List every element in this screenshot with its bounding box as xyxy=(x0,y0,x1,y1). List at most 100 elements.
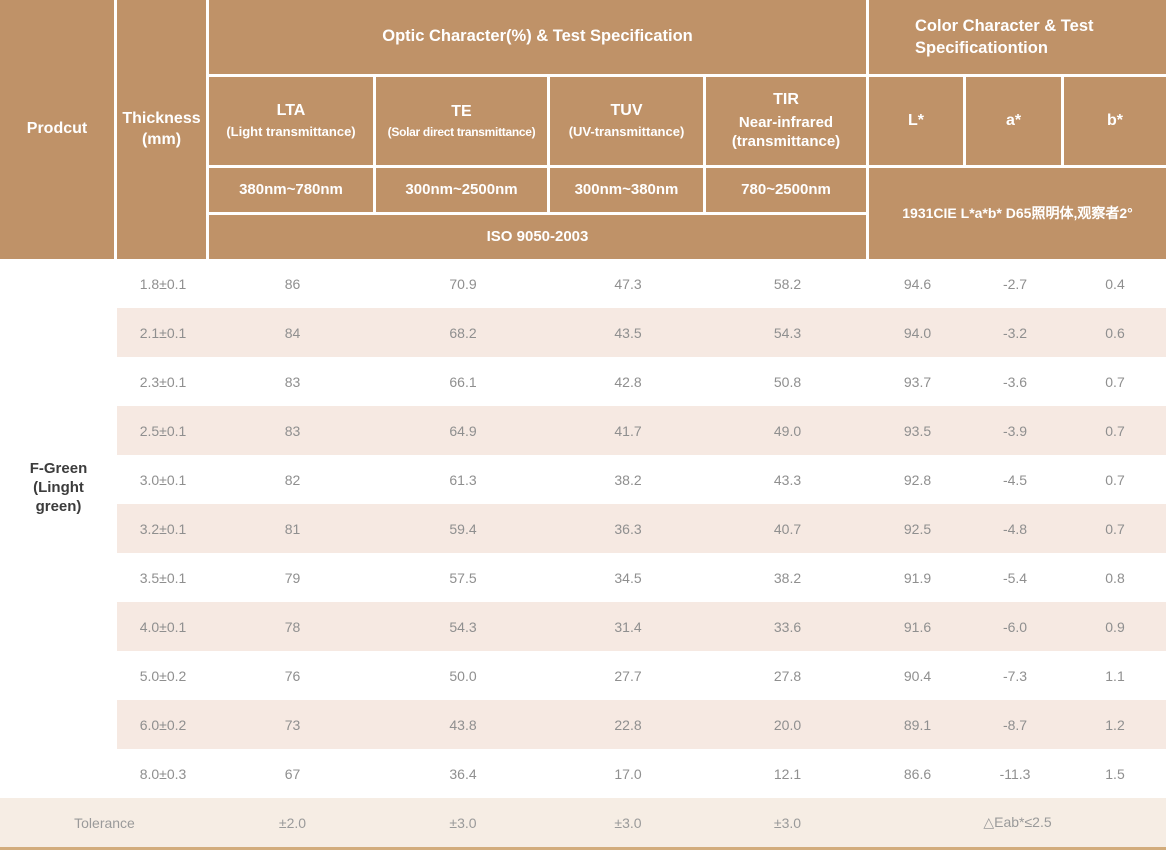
table-cell: 67 xyxy=(209,749,376,798)
product-name: F-Green (Linght green) xyxy=(0,259,117,798)
table-cell: -7.3 xyxy=(966,651,1064,700)
thickness-column-header: Thickness (mm) xyxy=(117,0,209,259)
table-cell: 1.8±0.1 xyxy=(117,259,209,308)
wavelength-range-tir: 780~2500nm xyxy=(706,168,869,215)
table-cell: 59.4 xyxy=(376,504,550,553)
table-cell: 83 xyxy=(209,357,376,406)
table-cell: 0.7 xyxy=(1064,455,1166,504)
table-cell: 0.7 xyxy=(1064,357,1166,406)
table-cell: 2.1±0.1 xyxy=(117,308,209,357)
table-cell: 57.5 xyxy=(376,553,550,602)
table-cell: -5.4 xyxy=(966,553,1064,602)
table-cell: 82 xyxy=(209,455,376,504)
table-cell: 50.0 xyxy=(376,651,550,700)
table-cell: 34.5 xyxy=(550,553,706,602)
table-cell: 76 xyxy=(209,651,376,700)
table-cell: -3.2 xyxy=(966,308,1064,357)
table-cell: -4.8 xyxy=(966,504,1064,553)
table-cell: 58.2 xyxy=(706,259,869,308)
table-cell: 93.5 xyxy=(869,406,966,455)
tolerance-value-tuv: ±3.0 xyxy=(550,798,706,847)
product-column-header: Prodcut xyxy=(0,0,117,259)
table-cell: 0.7 xyxy=(1064,504,1166,553)
table-cell: 64.9 xyxy=(376,406,550,455)
table-cell: 43.8 xyxy=(376,700,550,749)
table-cell: 36.3 xyxy=(550,504,706,553)
column-header-bstar: b* xyxy=(1064,77,1166,168)
column-header-lstar: L* xyxy=(869,77,966,168)
table-cell: -4.5 xyxy=(966,455,1064,504)
table-cell: 3.2±0.1 xyxy=(117,504,209,553)
table-cell: 1.1 xyxy=(1064,651,1166,700)
table-cell: 2.5±0.1 xyxy=(117,406,209,455)
optic-group-header: Optic Character(%) & Test Specification xyxy=(209,0,869,77)
table-cell: 90.4 xyxy=(869,651,966,700)
column-header-astar: a* xyxy=(966,77,1064,168)
wavelength-range-lta: 380nm~780nm xyxy=(209,168,376,215)
table-cell: 91.9 xyxy=(869,553,966,602)
tolerance-value-te: ±3.0 xyxy=(376,798,550,847)
table-cell: 2.3±0.1 xyxy=(117,357,209,406)
lta-subtitle: (Light transmittance) xyxy=(226,123,356,139)
wavelength-range-tuv: 300nm~380nm xyxy=(550,168,706,215)
table-cell: -3.6 xyxy=(966,357,1064,406)
table-cell: 81 xyxy=(209,504,376,553)
table-cell: 40.7 xyxy=(706,504,869,553)
table-cell: 54.3 xyxy=(376,602,550,651)
iso-standard: ISO 9050-2003 xyxy=(209,215,869,259)
table-cell: -6.0 xyxy=(966,602,1064,651)
table-cell: 83 xyxy=(209,406,376,455)
table-cell: 84 xyxy=(209,308,376,357)
table-cell: 68.2 xyxy=(376,308,550,357)
table-cell: 38.2 xyxy=(706,553,869,602)
table-cell: 66.1 xyxy=(376,357,550,406)
tolerance-value-lta: ±2.0 xyxy=(209,798,376,847)
table-cell: 8.0±0.3 xyxy=(117,749,209,798)
te-subtitle: (Solar direct transmittance) xyxy=(387,124,536,139)
table-cell: 89.1 xyxy=(869,700,966,749)
table-cell: 0.6 xyxy=(1064,308,1166,357)
table-cell: -3.9 xyxy=(966,406,1064,455)
tolerance-value-tir: ±3.0 xyxy=(706,798,869,847)
table-cell: 86.6 xyxy=(869,749,966,798)
table-cell: 92.5 xyxy=(869,504,966,553)
table-cell: 4.0±0.1 xyxy=(117,602,209,651)
column-header-te: TE (Solar direct transmittance) xyxy=(376,77,550,168)
table-cell: 0.7 xyxy=(1064,406,1166,455)
table-cell: 47.3 xyxy=(550,259,706,308)
tir-title: TIR xyxy=(773,91,799,109)
table-cell: 41.7 xyxy=(550,406,706,455)
table-cell: 1.5 xyxy=(1064,749,1166,798)
table-cell: 3.5±0.1 xyxy=(117,553,209,602)
table-cell: 91.6 xyxy=(869,602,966,651)
table-cell: 79 xyxy=(209,553,376,602)
table-cell: -2.7 xyxy=(966,259,1064,308)
table-cell: 0.8 xyxy=(1064,553,1166,602)
table-cell: 43.5 xyxy=(550,308,706,357)
table-cell: 38.2 xyxy=(550,455,706,504)
table-cell: 12.1 xyxy=(706,749,869,798)
lta-title: LTA xyxy=(276,102,306,120)
table-cell: 86 xyxy=(209,259,376,308)
table-cell: 27.8 xyxy=(706,651,869,700)
table-cell: 22.8 xyxy=(550,700,706,749)
table-cell: 73 xyxy=(209,700,376,749)
table-cell: 0.4 xyxy=(1064,259,1166,308)
table-cell: 70.9 xyxy=(376,259,550,308)
table-cell: 17.0 xyxy=(550,749,706,798)
column-header-tir: TIR Near-infrared (transmittance) xyxy=(706,77,869,168)
table-cell: 94.0 xyxy=(869,308,966,357)
table-cell: 42.8 xyxy=(550,357,706,406)
table-cell: 61.3 xyxy=(376,455,550,504)
tir-subtitle: Near-infrared (transmittance) xyxy=(731,113,841,151)
table-cell: 20.0 xyxy=(706,700,869,749)
table-cell: 3.0±0.1 xyxy=(117,455,209,504)
table-cell: 0.9 xyxy=(1064,602,1166,651)
table-cell: 78 xyxy=(209,602,376,651)
table-cell: 27.7 xyxy=(550,651,706,700)
color-group-header: Color Character & Test Specificationtion xyxy=(869,0,1166,77)
tolerance-color-value: △Eab*≤2.5 xyxy=(869,798,1166,847)
table-cell: 92.8 xyxy=(869,455,966,504)
table-cell: 31.4 xyxy=(550,602,706,651)
